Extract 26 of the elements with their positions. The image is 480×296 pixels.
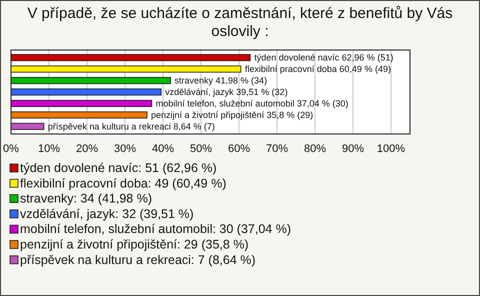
x-tick-label: 90% — [342, 143, 364, 155]
x-tick-label: 0% — [3, 143, 20, 155]
x-tick-label: 70% — [266, 143, 288, 155]
legend-label: mobilní telefon, služební automobil: 30 (37,04 %) — [20, 222, 291, 236]
x-tick-label: 100% — [376, 143, 406, 155]
x-tick-label: 20% — [76, 143, 98, 155]
legend-label: flexibilní pracovní doba: 49 (60,49 %) — [20, 176, 226, 190]
legend-label: příspěvek na kulturu a rekreaci: 7 (8,64 %) — [20, 252, 256, 267]
data-label: flexibilní pracovní doba 60,49 % (49) — [244, 64, 391, 74]
data-label: vzdělávání, jazyk 39,51 % (32) — [165, 87, 288, 97]
data-label: penzijní a životní připojištění 35,8 % (29) — [151, 110, 314, 120]
chart-title: V případě, že se ucházíte o zaměstnání, které z benefitů by Vás oslovily : — [27, 5, 453, 40]
x-tick-label: 60% — [228, 143, 250, 155]
data-label: příspěvek na kulturu a rekreaci 8,64 % (7) — [48, 121, 215, 132]
data-label: stravenky 41,98 % (34) — [174, 76, 268, 86]
x-tick-label: 10% — [38, 143, 60, 155]
legend-label: stravenky: 34 (41,98 %) — [20, 192, 152, 206]
x-tick-label: 40% — [152, 143, 174, 155]
x-tick-label: 30% — [114, 143, 136, 155]
data-label: týden dovolené navíc 62,96 % (51) — [254, 52, 394, 63]
x-tick-label: 80% — [304, 143, 326, 155]
legend-label: vzdělávání, jazyk: 32 (39,51 %) — [20, 206, 194, 221]
legend-label: týden dovolené navíc: 51 (62,96 %) — [20, 161, 217, 175]
data-label: mobilní telefon, služební automobil 37,04 % (30) — [156, 98, 348, 108]
legend-label: penzijní a životní připojištění: 29 (35,8 %) — [20, 238, 249, 252]
x-tick-label: 50% — [190, 143, 212, 155]
